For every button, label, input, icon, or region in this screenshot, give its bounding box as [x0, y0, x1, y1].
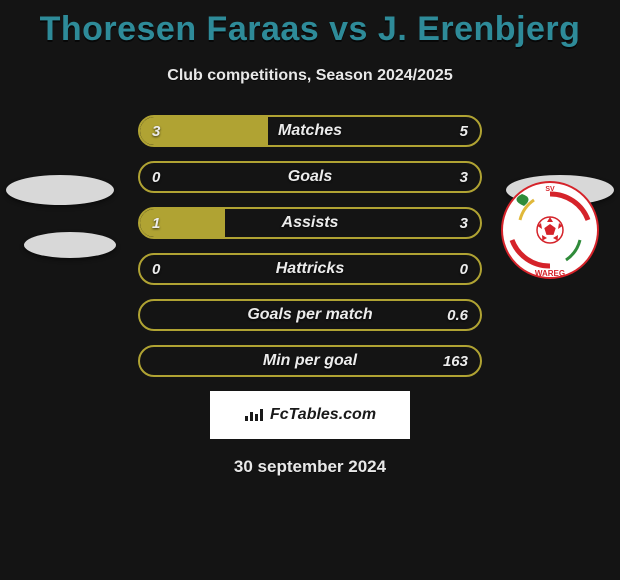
bar-chart-icon	[244, 408, 264, 422]
stat-row: 35Matches	[138, 115, 482, 147]
stat-row: 00Hattricks	[138, 253, 482, 285]
page-title: Thoresen Faraas vs J. Erenbjerg	[0, 0, 620, 49]
stat-label: Matches	[140, 117, 480, 145]
stat-row: 163Min per goal	[138, 345, 482, 377]
stat-label: Assists	[140, 209, 480, 237]
club-logo-svg: WAREG SV	[500, 180, 600, 280]
stat-row: 13Assists	[138, 207, 482, 239]
stats-bars: 35Matches 03Goals 13Assists 00Hattricks 0.6G…	[138, 115, 482, 377]
svg-text:SV: SV	[545, 186, 555, 193]
stat-label: Goals per match	[140, 301, 480, 329]
subtitle: Club competitions, Season 2024/2025	[0, 67, 620, 85]
brand-text: FcTables.com	[270, 406, 376, 424]
stat-row: 03Goals	[138, 161, 482, 193]
stat-row: 0.6Goals per match	[138, 299, 482, 331]
svg-text:WAREG: WAREG	[535, 269, 565, 278]
brand-box: FcTables.com	[210, 391, 410, 439]
date-text: 30 september 2024	[0, 457, 620, 477]
stat-label: Hattricks	[140, 255, 480, 283]
stat-label: Goals	[140, 163, 480, 191]
ellipse-placeholder	[24, 232, 116, 258]
stat-label: Min per goal	[140, 347, 480, 375]
